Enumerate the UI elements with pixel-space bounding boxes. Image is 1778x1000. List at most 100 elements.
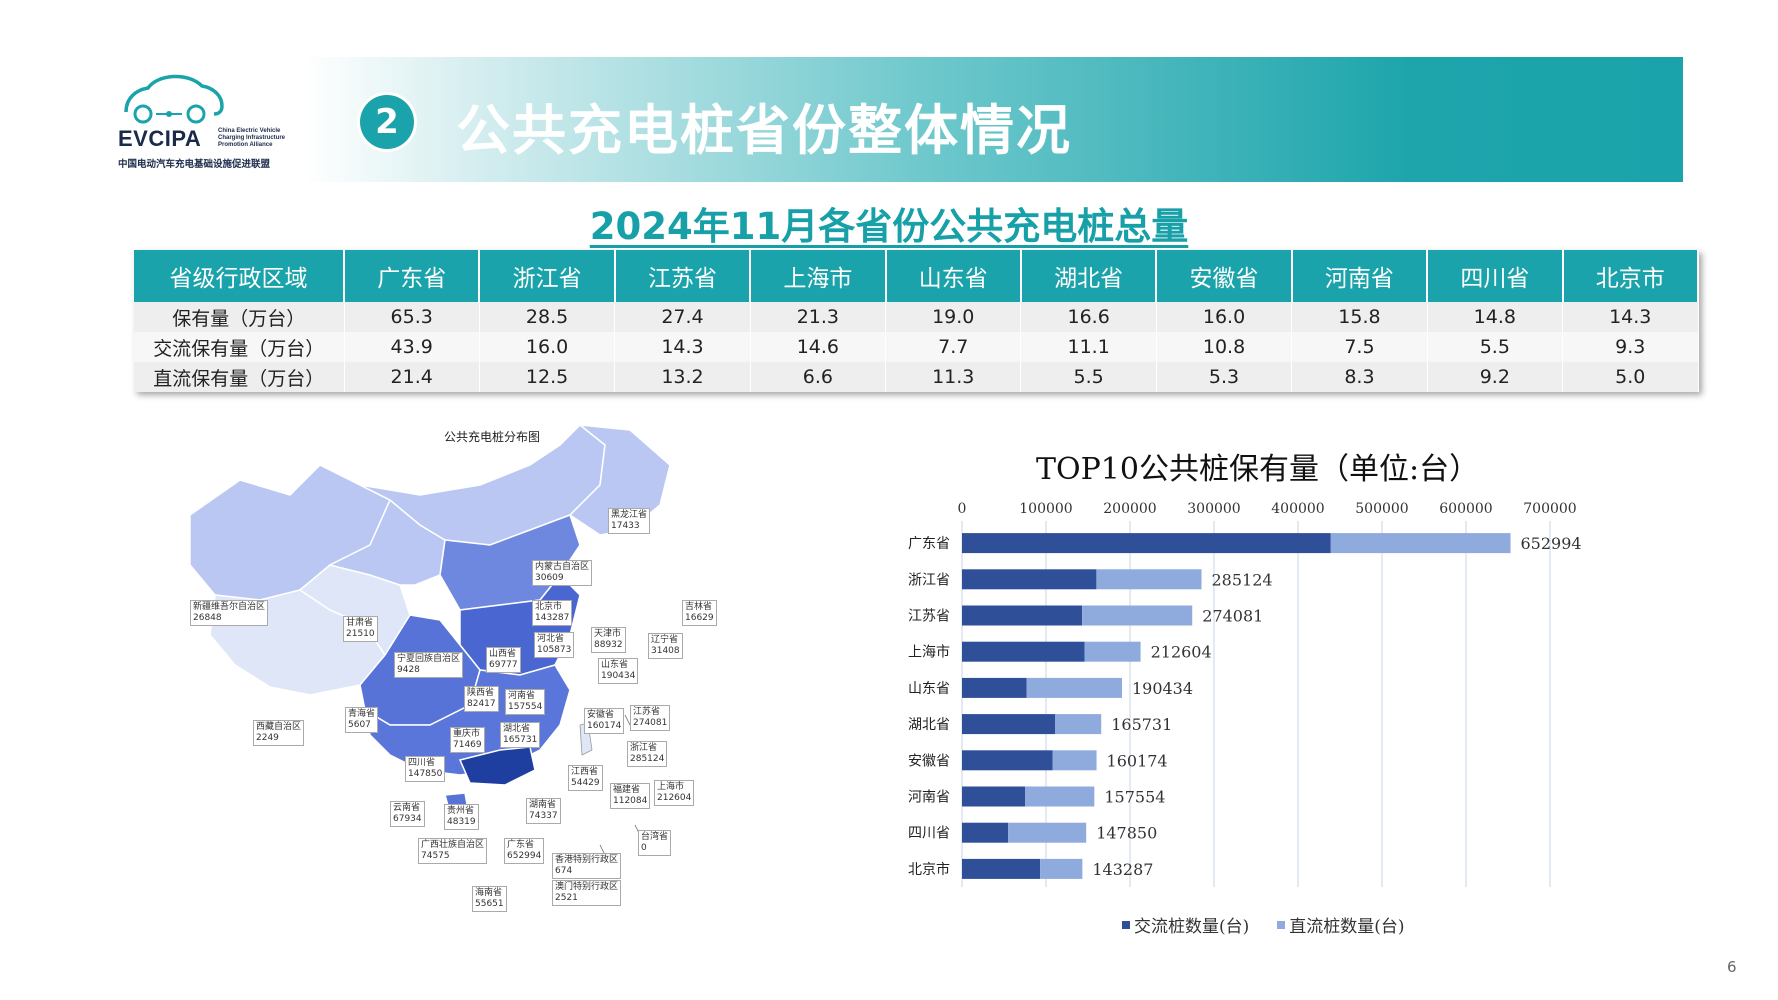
bar-ac xyxy=(962,641,1085,662)
map-label-value: 74337 xyxy=(529,811,558,821)
map-label-name: 重庆市 xyxy=(453,729,481,739)
map-label-value: 674 xyxy=(555,866,573,876)
x-tick-label: 300000 xyxy=(1187,501,1240,517)
table-cell: 5.0 xyxy=(1562,362,1699,392)
map-label-value: 48319 xyxy=(447,817,476,827)
table-cell: 21.4 xyxy=(344,362,480,392)
bar-ac xyxy=(962,569,1097,590)
table-cell: 5.5 xyxy=(1020,362,1157,392)
table-cell: 7.5 xyxy=(1291,332,1428,362)
map-label-name: 安徽省 xyxy=(587,710,615,720)
table-row-label: 直流保有量（万台） xyxy=(134,362,345,392)
map-label-name: 广西壮族自治区 xyxy=(421,840,485,850)
data-label: 190434 xyxy=(1132,679,1193,698)
map-label-name: 上海市 xyxy=(657,782,685,792)
y-category-label: 湖北省 xyxy=(908,717,950,733)
map-label-value: 160174 xyxy=(587,721,622,731)
map-label-name: 青海省 xyxy=(348,709,376,719)
y-category-label: 山东省 xyxy=(908,681,950,697)
map-label-name: 天津市 xyxy=(594,629,622,639)
table-subtitle: 2024年11月各省份公共充电桩总量 xyxy=(589,205,1189,248)
y-category-label: 江苏省 xyxy=(908,609,950,625)
table-header-cell: 安徽省 xyxy=(1156,250,1293,302)
map-label-value: 30609 xyxy=(535,573,564,583)
map-label-value: 9428 xyxy=(397,665,420,675)
map-label-name: 云南省 xyxy=(393,803,421,813)
map-title: 公共充电桩分布图 xyxy=(444,430,541,444)
bar-ac xyxy=(962,605,1083,626)
table-cell: 14.8 xyxy=(1427,302,1564,332)
table-cell: 9.2 xyxy=(1427,362,1564,392)
map-label-name: 广东省 xyxy=(507,840,535,850)
map-label: 陕西省 82417 xyxy=(464,686,499,712)
table-cell: 65.3 xyxy=(344,302,480,332)
x-tick-label: 200000 xyxy=(1103,501,1156,517)
logo-english-subtitle: China Electric Vehicle Charging Infrastr… xyxy=(218,128,286,148)
table-cell: 14.3 xyxy=(1562,302,1699,332)
map-label: 河南省 157554 xyxy=(505,689,546,715)
map-label-name: 陕西省 xyxy=(467,688,495,698)
x-tick-label: 600000 xyxy=(1439,501,1492,517)
map-label-value: 147850 xyxy=(408,769,443,779)
table-cell: 15.8 xyxy=(1291,302,1428,332)
map-label: 广西壮族自治区 74575 xyxy=(418,838,488,864)
map-label: 湖北省 165731 xyxy=(500,722,541,748)
map-label-name: 辽宁省 xyxy=(651,635,679,645)
evcipa-logo: EVCIPA China Electric Vehicle Charging I… xyxy=(118,68,298,178)
map-label-value: 112084 xyxy=(613,796,648,806)
map-label: 江西省 54429 xyxy=(568,765,603,791)
bar-ac xyxy=(962,677,1027,698)
map-label-value: 157554 xyxy=(508,702,543,712)
table-cell: 11.1 xyxy=(1020,332,1157,362)
bar-dc xyxy=(1025,786,1095,807)
bar-dc xyxy=(1040,858,1083,879)
map-label: 贵州省 48319 xyxy=(444,804,479,830)
map-label-name: 西藏自治区 xyxy=(256,722,302,732)
map-label-value: 274081 xyxy=(633,718,668,728)
table-header-cell: 广东省 xyxy=(344,250,481,302)
map-label-value: 69777 xyxy=(489,660,518,670)
data-label: 212604 xyxy=(1151,643,1212,662)
legend-item-ac: 交流桩数量(台) xyxy=(1122,912,1249,937)
map-label-value: 21510 xyxy=(346,629,375,639)
map-label: 辽宁省 31408 xyxy=(648,633,683,659)
table-cell: 7.7 xyxy=(885,332,1022,362)
map-label-value: 105873 xyxy=(537,645,572,655)
map-label-value: 2249 xyxy=(256,733,279,743)
map-label-name: 江苏省 xyxy=(633,707,661,717)
map-label-value: 285124 xyxy=(630,754,665,764)
top10-bar-chart: 0 100000 200000 300000 400000 500000 600000 700… xyxy=(908,501,1582,887)
bar-dc xyxy=(1055,714,1102,735)
table-row-label: 交流保有量（万台） xyxy=(134,332,345,362)
map-label: 浙江省 285124 xyxy=(627,741,668,767)
bar-dc xyxy=(1008,822,1087,843)
table-cell: 5.3 xyxy=(1156,362,1293,392)
map-label-value: 2521 xyxy=(555,893,578,903)
map-label: 宁夏回族自治区 9428 xyxy=(394,652,464,678)
map-label-value: 0 xyxy=(641,843,647,853)
data-label: 147850 xyxy=(1096,824,1157,843)
logo-name: EVCIPA xyxy=(118,126,202,151)
table-row-label: 保有量（万台） xyxy=(134,302,345,332)
map-label-name: 河南省 xyxy=(508,691,536,701)
table-header-cell: 河南省 xyxy=(1291,250,1429,302)
map-label: 广东省 652994 xyxy=(504,838,545,864)
map-label: 云南省 67934 xyxy=(390,801,425,827)
data-label: 160174 xyxy=(1107,751,1168,770)
map-label: 甘肃省 21510 xyxy=(343,616,378,642)
table-row: 保有量（万台） 65.3 28.5 27.4 21.3 19.0 16.6 16.0 15.8 1… xyxy=(134,302,1699,332)
table-cell: 43.9 xyxy=(344,332,480,362)
table-cell: 14.3 xyxy=(614,332,751,362)
legend-label-dc: 直流桩数量(台) xyxy=(1289,917,1405,937)
map-label-name: 浙江省 xyxy=(630,743,658,753)
map-label: 台湾省 0 xyxy=(638,830,672,856)
map-label-value: 212604 xyxy=(657,793,692,803)
map-label: 福建省 112084 xyxy=(610,783,651,809)
map-label-value: 143287 xyxy=(535,613,570,623)
table-header-cell: 浙江省 xyxy=(479,250,616,302)
table-header-cell: 湖北省 xyxy=(1020,250,1158,302)
map-label-value: 31408 xyxy=(651,646,680,656)
map-label-name: 香港特别行政区 xyxy=(555,855,619,865)
map-label-value: 55651 xyxy=(475,899,504,909)
x-tick-label: 100000 xyxy=(1019,501,1072,517)
